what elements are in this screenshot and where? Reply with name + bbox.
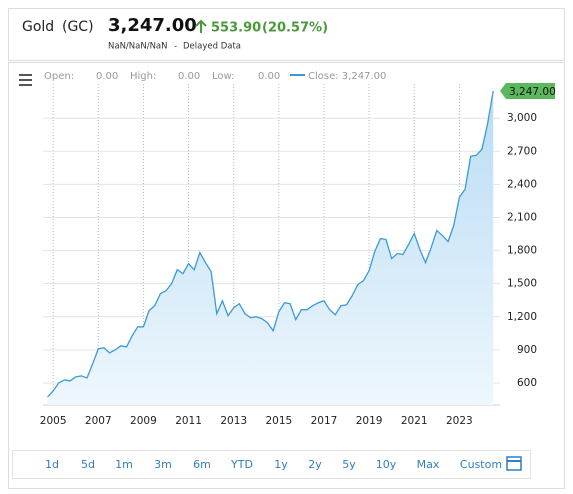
range-button[interactable]: 2y [308,458,322,471]
symbol: (GC) [62,19,94,35]
separator: - [174,42,177,52]
x-tick-label: 2013 [220,415,247,427]
range-bar [12,450,531,479]
up-arrow [195,19,207,33]
range-button[interactable]: Max [417,458,440,471]
price: 3,247.00 [108,15,197,36]
ohlc-value: 0.00 [178,71,200,82]
x-tick-label: 2009 [130,415,157,427]
y-tick-label: 3,000 [507,112,537,124]
ohlc-label: Low: [212,71,235,82]
y-tick-label: 1,800 [507,245,537,257]
y-tick-label: 2,400 [507,178,537,190]
x-tick-label: 2017 [311,415,338,427]
y-tick-label: 900 [517,344,537,356]
x-tick-label: 2011 [175,415,202,427]
menu-icon[interactable] [19,74,32,86]
x-tick-label: 2005 [40,415,67,427]
ohlc-value: 0.00 [96,71,118,82]
line [47,90,494,398]
range-button[interactable]: 3m [154,458,172,471]
x-tick-label: 2007 [85,415,112,427]
y-tick-label: 600 [517,377,537,389]
range-button[interactable]: 6m [193,458,211,471]
y-tick-label: 2,100 [507,211,537,223]
range-button[interactable]: 10y [376,458,397,471]
area [47,90,494,405]
x-tick-label: 2015 [265,415,292,427]
y-tick-label: 2,700 [507,145,537,157]
y-tick-label: 1,500 [507,278,537,290]
range-button[interactable]: 5d [81,458,95,471]
last-price-label: 3,247.00 [509,86,556,98]
x-tick-label: 2019 [356,415,383,427]
ohlc-value: 0.00 [258,71,280,82]
range-button[interactable]: 1m [115,458,133,471]
ohlc-label: High: [130,71,156,82]
legend-label: Close: 3,247.00 [308,71,386,82]
range-button[interactable]: 1d [45,458,59,471]
range-button[interactable]: 5y [342,458,356,471]
header-box [8,8,565,61]
range-button[interactable]: Custom [460,458,502,471]
range-button[interactable]: 1y [274,458,288,471]
change: 553.90 [211,21,261,36]
y-tick-label: 1,200 [507,311,537,323]
change-pct: (20.57%) [262,21,328,36]
x-tick-label: 2021 [401,415,428,427]
last-price-tag [500,82,555,99]
range-button[interactable]: YTD [230,458,253,471]
name: Gold [22,19,54,35]
x-tick-label: 2023 [446,415,473,427]
ohlc-label: Open: [44,71,74,82]
status: Delayed Data [183,42,241,52]
calendar-icon[interactable] [506,456,522,471]
date: NaN/NaN/NaN [108,42,168,52]
